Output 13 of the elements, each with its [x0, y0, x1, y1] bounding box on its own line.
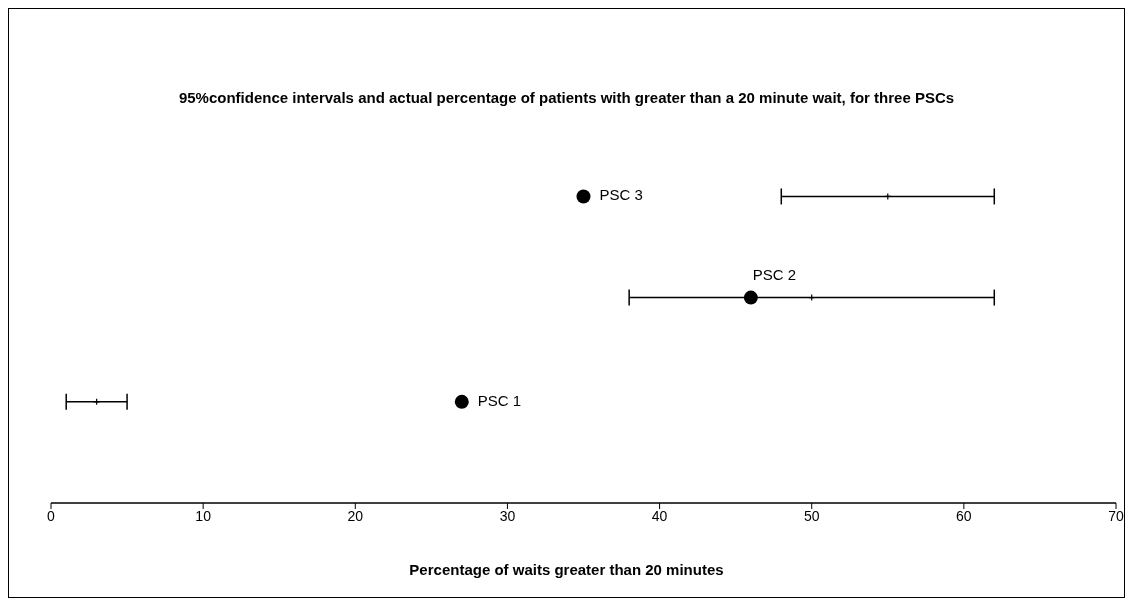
x-tick-label: 70 [1108, 507, 1124, 524]
annotation: PSC 3 [599, 186, 643, 204]
x-tick-label: 10 [195, 507, 212, 524]
x-tick-label: 50 [803, 507, 820, 524]
x-tick-label: 60 [956, 507, 972, 524]
x-axis-title: Percentage of waits greater than 20 minutes [408, 561, 725, 578]
x-tick-label: 40 [651, 507, 668, 524]
chart-title: 95%confidence intervals and actual percentage of patients with greater than a 20 minute wait, for three PSCs [177, 88, 956, 108]
x-tick-label: 0 [47, 507, 56, 524]
x-tick-label: 20 [347, 507, 364, 524]
annotation: PSC 1 [477, 391, 522, 409]
annotation: PSC 2 [752, 265, 797, 283]
x-tick-label: 30 [499, 507, 516, 524]
